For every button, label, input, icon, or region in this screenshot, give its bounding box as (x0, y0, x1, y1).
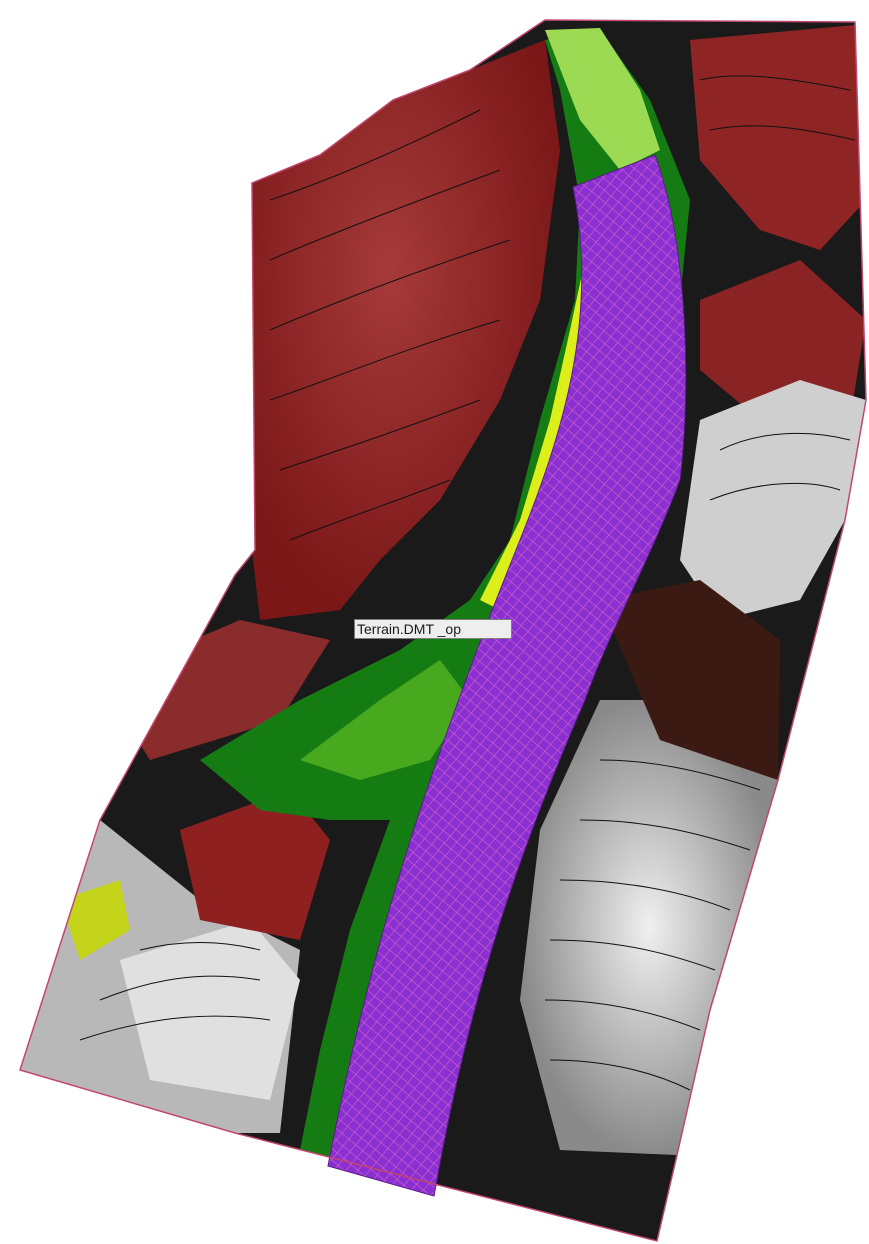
terrain-tooltip: Terrain.DMT _op (354, 619, 512, 639)
contour-lines (79, 75, 856, 1091)
corridor-hatch[interactable] (327, 154, 687, 1197)
terrain-boundary (19, 19, 867, 1242)
